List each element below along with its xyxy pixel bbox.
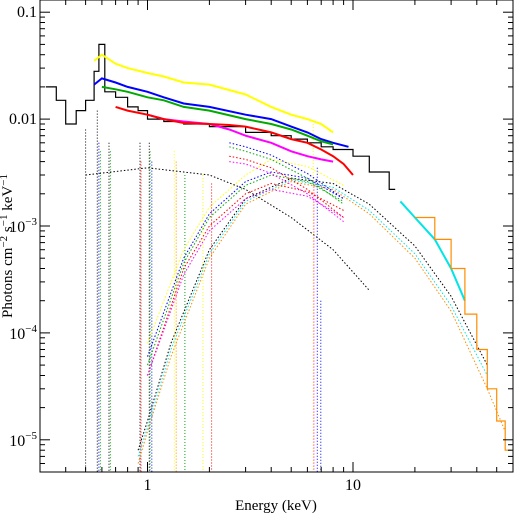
data-series-line bbox=[399, 200, 466, 302]
model-component-curve bbox=[147, 182, 344, 376]
y-tick-label: 0.01 bbox=[9, 111, 37, 128]
data-series-line bbox=[414, 216, 512, 451]
y-axis-title-group: Photons cm−2 s−1 keV−1 bbox=[0, 174, 16, 318]
y-axis-title: Photons cm−2 s−1 keV−1 bbox=[0, 174, 16, 318]
data-series-group bbox=[45, 43, 512, 451]
model-component-curve bbox=[229, 155, 344, 218]
plot-frame bbox=[39, 0, 514, 473]
y-tick-label: 10−3 bbox=[9, 216, 37, 236]
model-component-curve bbox=[137, 181, 506, 464]
y-tick-label: 10−5 bbox=[9, 430, 37, 450]
x-axis-title: Energy (keV) bbox=[235, 498, 317, 514]
model-component-curve bbox=[147, 174, 344, 366]
model-component-curve bbox=[229, 161, 344, 222]
y-tick-label: 0.1 bbox=[17, 4, 37, 21]
data-series-line bbox=[115, 105, 354, 176]
model-component-curve bbox=[229, 142, 344, 200]
axis-ticks: 1 10 0.1 0.01 10−3 10−4 10−5 bbox=[9, 0, 514, 494]
y-tick-label: 10−4 bbox=[9, 323, 37, 343]
x-tick-label: 1 bbox=[144, 477, 152, 494]
model-component-group bbox=[85, 142, 506, 464]
x-tick-label: 10 bbox=[345, 477, 361, 494]
model-component-curve bbox=[85, 167, 370, 291]
model-component-curve bbox=[147, 188, 344, 376]
data-series-line bbox=[101, 85, 334, 146]
data-series-line bbox=[93, 53, 334, 134]
emission-line-group bbox=[85, 110, 322, 472]
data-series-line bbox=[93, 77, 349, 148]
model-component-curve bbox=[229, 146, 344, 205]
data-series-line bbox=[45, 43, 396, 190]
